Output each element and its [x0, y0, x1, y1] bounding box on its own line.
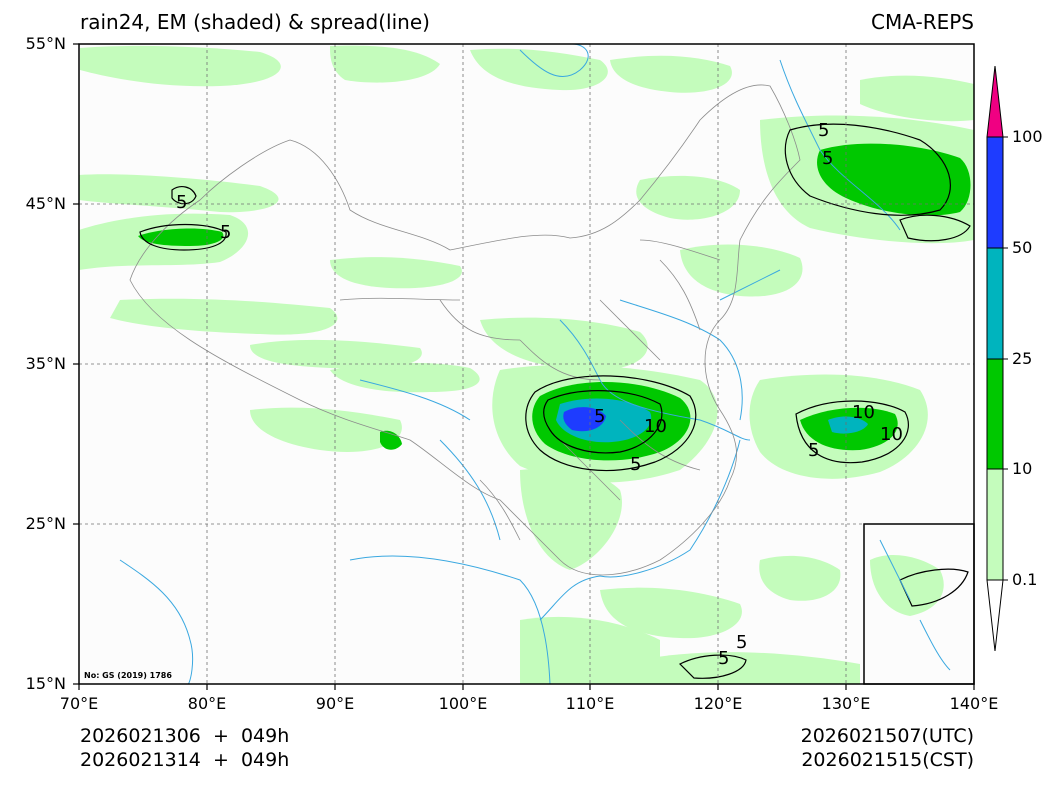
- colorbar-label: 0.1: [1012, 570, 1038, 589]
- lon-label: 130°E: [821, 694, 871, 713]
- valid-time-utc: 2026021507(UTC): [800, 725, 974, 747]
- init-time-cst: 2026021314 + 049h: [80, 749, 290, 771]
- lon-label: 100°E: [438, 694, 488, 713]
- colorbar-label: 10: [1012, 459, 1033, 478]
- colorbar-bin-0.1-10: [986, 468, 1004, 581]
- colorbar-label: 100: [1012, 127, 1043, 146]
- init-time-block: 2026021306 + 049h 2026021314 + 049h: [80, 724, 289, 772]
- valid-time-block: 2026021507(UTC) 2026021515(CST): [700, 724, 974, 772]
- colorbar-bin-10-25: [986, 358, 1004, 470]
- colorbar: [986, 65, 1008, 652]
- colorbar-bin-25-50: [986, 247, 1004, 360]
- model-name: CMA-REPS: [871, 10, 974, 34]
- axis-ticks: [73, 43, 975, 690]
- contour-label: 5: [822, 148, 833, 169]
- contour-label: 5: [630, 454, 641, 475]
- lon-label: 110°E: [565, 694, 615, 713]
- lon-label: 70°E: [59, 694, 99, 713]
- lon-label: 120°E: [693, 694, 743, 713]
- lon-label: 90°E: [315, 694, 355, 713]
- lat-label: 15°N: [25, 674, 66, 693]
- colorbar-extend-max: [986, 65, 1004, 138]
- init-time-utc: 2026021306 + 049h: [80, 725, 290, 747]
- map-attribution: No: GS (2019) 1786: [84, 671, 172, 680]
- inset-map: [863, 523, 975, 685]
- lat-label: 55°N: [25, 34, 66, 53]
- rivers-coastlines: [119, 44, 901, 684]
- contour-label: 5: [220, 222, 231, 243]
- contour-label: 5: [808, 440, 819, 461]
- lat-label: 35°N: [25, 354, 66, 373]
- chart-title: rain24, EM (shaded) & spread(line): [80, 10, 430, 34]
- lat-label: 45°N: [25, 194, 66, 213]
- lat-label: 25°N: [25, 514, 66, 533]
- contour-label: 10: [880, 424, 903, 445]
- country-borders: [129, 84, 801, 576]
- graticule: [79, 44, 974, 684]
- valid-time-cst: 2026021515(CST): [801, 749, 974, 771]
- colorbar-extend-min: [986, 579, 1004, 652]
- storm-rain-areas: [563, 407, 606, 432]
- contour-label: 10: [644, 416, 667, 437]
- contour-label: 10: [852, 402, 875, 423]
- lon-label: 80°E: [187, 694, 227, 713]
- contour-label: 5: [818, 120, 829, 141]
- contour-label: 5: [736, 632, 747, 653]
- colorbar-bin-50-100: [986, 136, 1004, 249]
- colorbar-label: 25: [1012, 349, 1033, 368]
- contour-label: 5: [176, 192, 187, 213]
- colorbar-label: 50: [1012, 238, 1033, 257]
- contour-label: 5: [718, 648, 729, 669]
- contour-label: 5: [594, 406, 605, 427]
- lon-label: 140°E: [949, 694, 999, 713]
